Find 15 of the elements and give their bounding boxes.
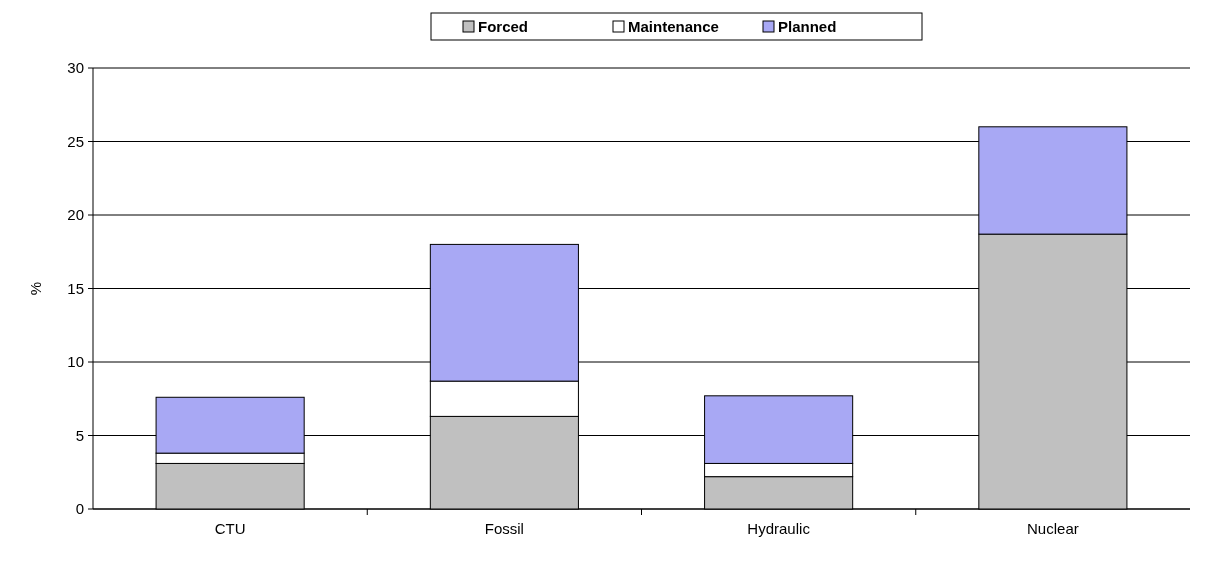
x-tick-label: CTU	[214, 520, 246, 537]
y-tick-label: 15	[67, 279, 84, 297]
legend-label: Forced	[478, 18, 529, 35]
y-tick-label: 30	[67, 59, 84, 77]
y-tick-label: 20	[67, 206, 84, 224]
x-tick-label: Fossil	[484, 520, 524, 537]
y-tick-label: 0	[75, 500, 84, 518]
x-tick-label: Hydraulic	[747, 520, 811, 537]
y-tick-label: 10	[67, 353, 84, 371]
y-axis-title: %	[27, 281, 44, 296]
legend-label: Planned	[778, 18, 837, 35]
y-tick-label: 25	[67, 132, 84, 150]
legend-label: Maintenance	[628, 18, 719, 35]
x-tick-label: Nuclear	[1027, 520, 1079, 537]
y-tick-label: 5	[75, 426, 84, 444]
